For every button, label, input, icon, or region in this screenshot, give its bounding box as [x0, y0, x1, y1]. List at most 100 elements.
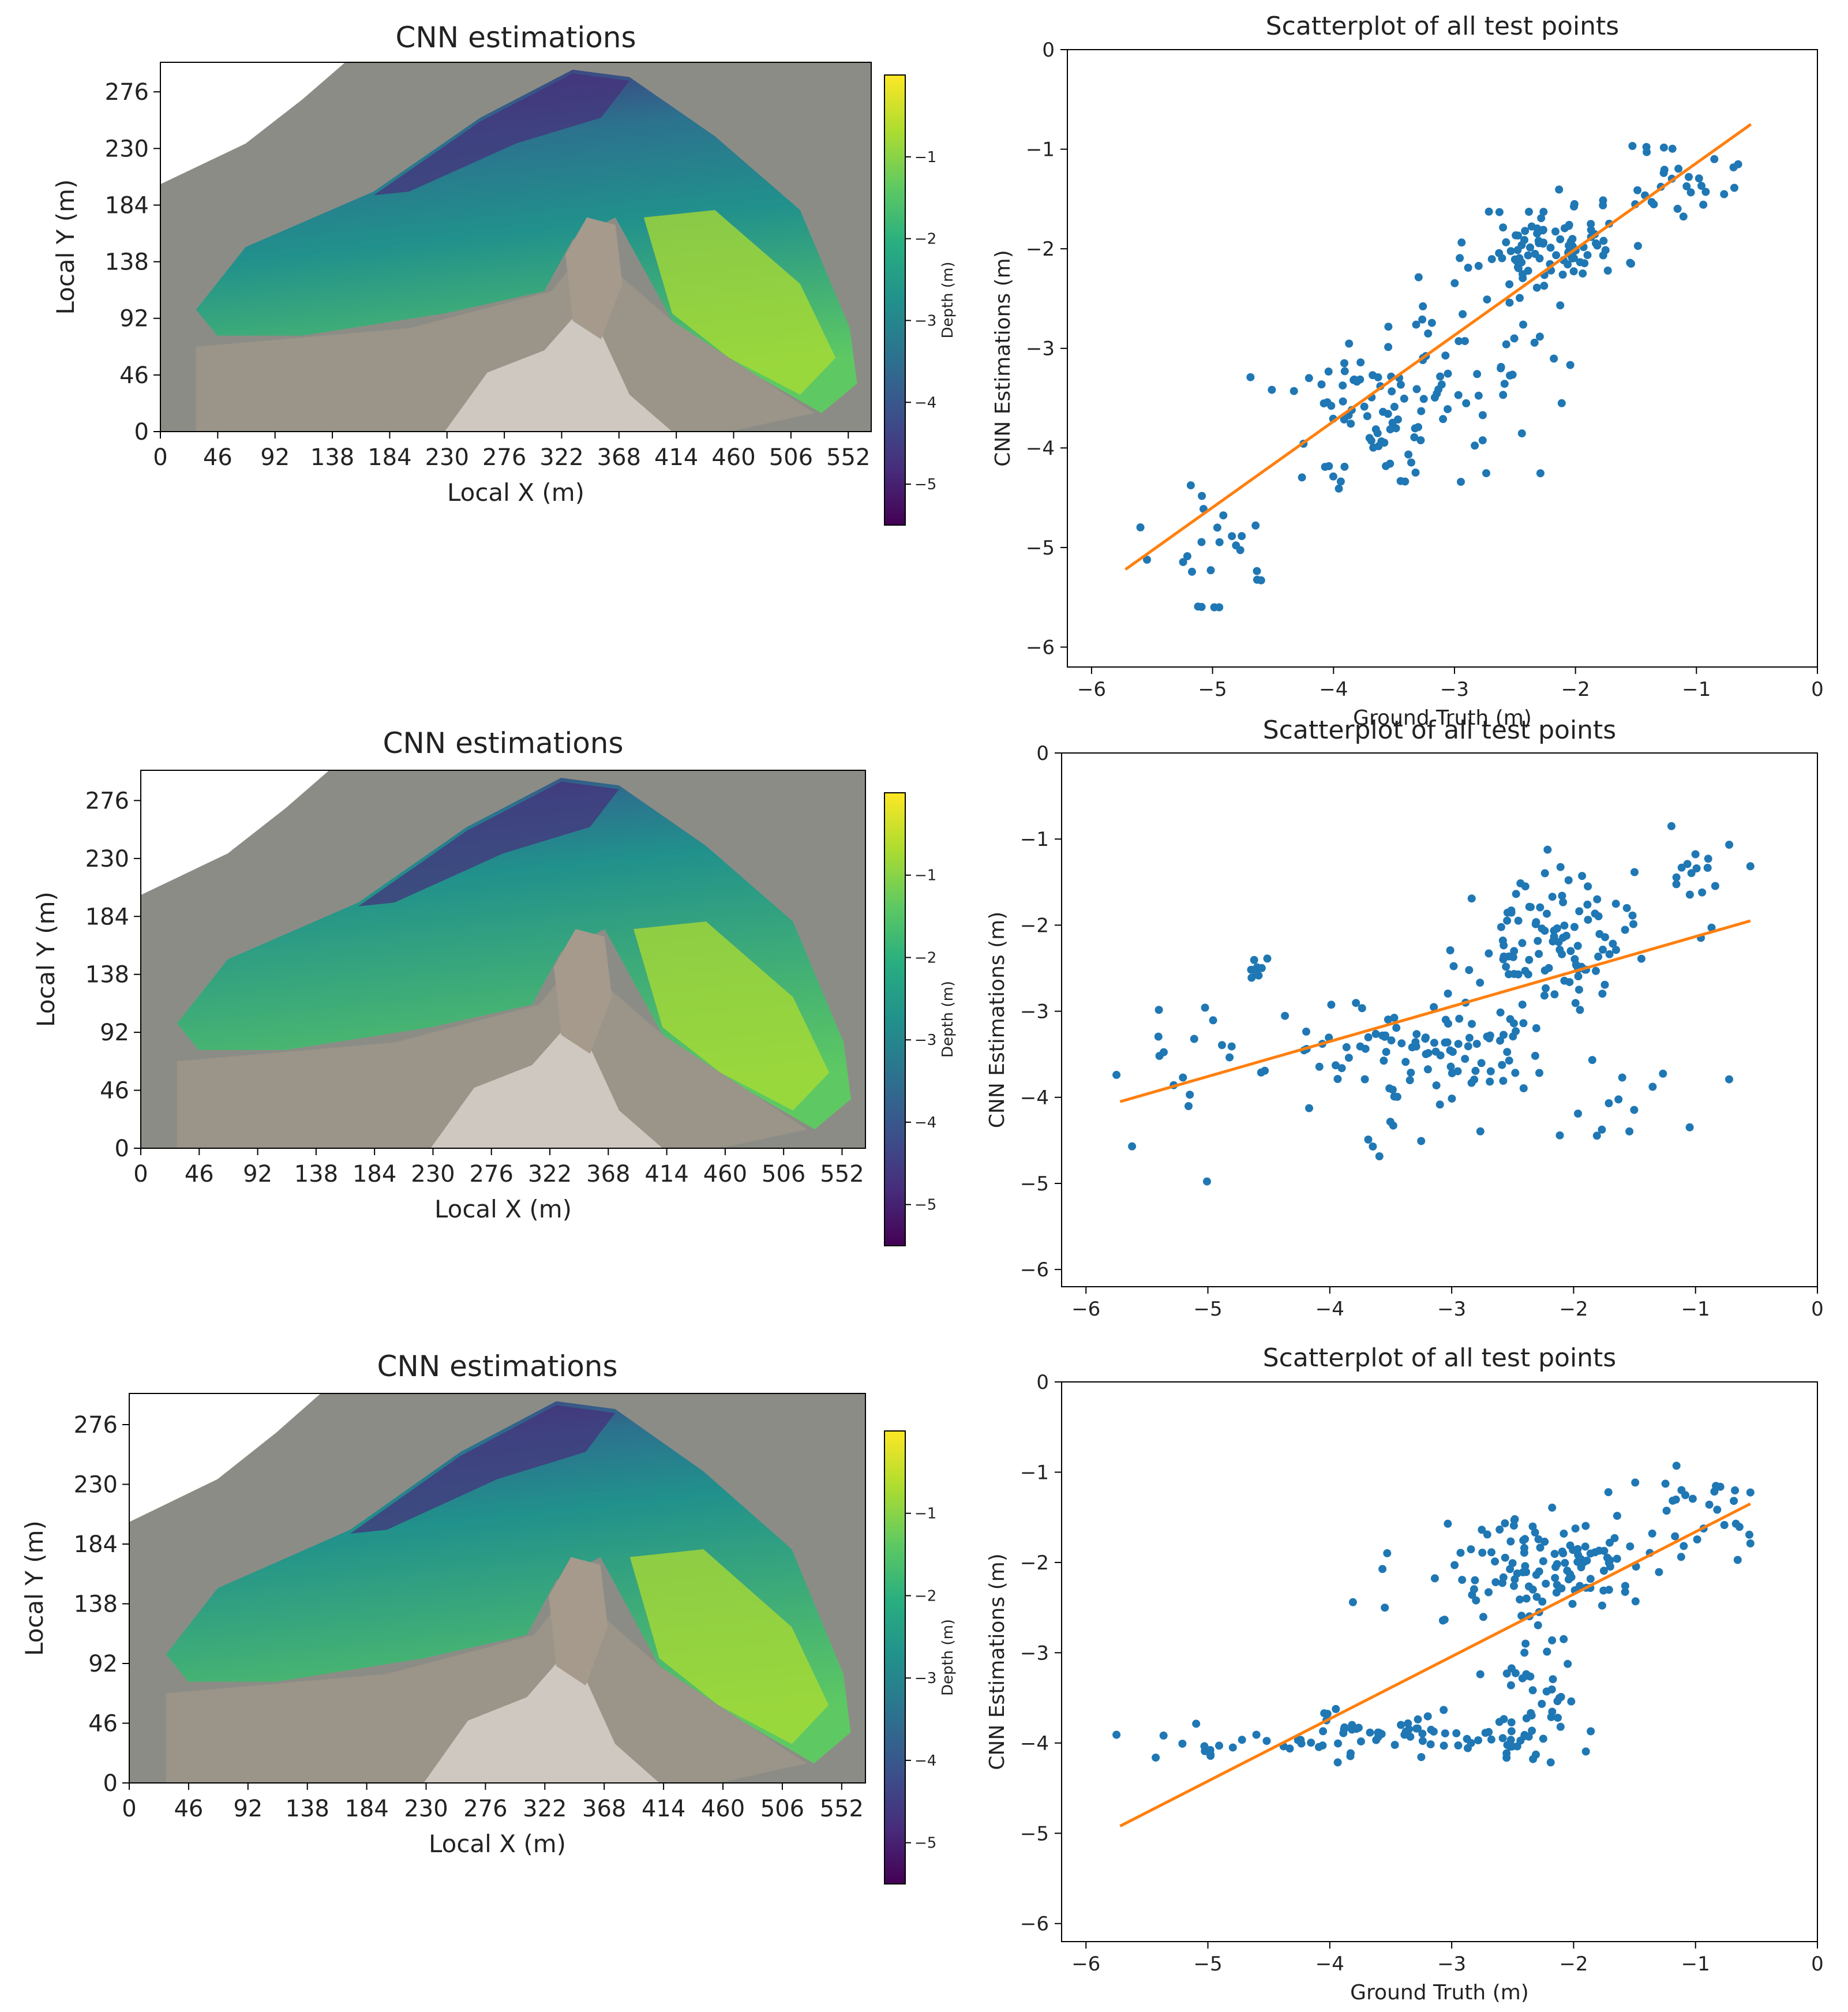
data-point [1491, 1578, 1500, 1587]
data-point [1305, 1104, 1313, 1112]
data-point [1637, 954, 1645, 963]
colorbar-label: Depth (m) [939, 981, 957, 1058]
data-point [1448, 1048, 1457, 1056]
data-point [1531, 250, 1539, 258]
data-point [1551, 227, 1560, 236]
regression-line [1119, 919, 1751, 1103]
data-point [1419, 395, 1428, 403]
data-point [1209, 1016, 1217, 1025]
data-point [1548, 1707, 1557, 1716]
data-point [1419, 302, 1427, 310]
data-point [1621, 1587, 1629, 1596]
data-point [1401, 1058, 1410, 1066]
data-point [1434, 385, 1443, 394]
y-tick-label: −5 [1026, 537, 1055, 560]
data-point [1263, 954, 1272, 963]
data-point [1393, 1092, 1401, 1101]
data-point [1500, 941, 1508, 950]
data-point [1384, 343, 1393, 351]
data-point [1228, 532, 1236, 541]
data-point [1537, 214, 1546, 223]
data-point [1549, 937, 1557, 946]
data-point [1378, 1565, 1387, 1573]
x-tick-label: 460 [701, 1796, 745, 1822]
data-point [1628, 911, 1637, 920]
y-tick-label: −6 [1020, 1913, 1049, 1936]
data-point [1471, 1066, 1480, 1075]
data-point [1474, 261, 1483, 270]
x-tick-label: 184 [368, 444, 411, 471]
data-point [1476, 979, 1485, 987]
scatter-panel: Scatterplot of all test points −6 −5 −4 −3 −2… [985, 1343, 1824, 2004]
x-tick-label: 414 [644, 1161, 688, 1187]
data-point [1514, 916, 1523, 925]
data-point [1336, 477, 1345, 486]
data-point [1576, 1582, 1584, 1590]
data-point [1647, 198, 1656, 207]
data-point [1603, 267, 1612, 275]
rocky-shore [177, 959, 808, 1148]
x-tick-label: −1 [1681, 1298, 1710, 1321]
y-tick-label: 0 [115, 1136, 129, 1162]
data-point [1598, 1125, 1606, 1134]
y-tick-label: −4 [1020, 1732, 1049, 1755]
x-tick-label: 46 [174, 1796, 203, 1822]
data-point [1441, 1729, 1449, 1738]
data-point [1440, 1706, 1448, 1714]
data-point [1382, 462, 1390, 470]
data-point [1534, 936, 1542, 945]
y-axis-label: CNN Estimations (m) [985, 912, 1009, 1129]
y-axis-label: Local Y (m) [32, 891, 60, 1027]
data-point [1534, 1621, 1542, 1629]
data-point [1551, 1563, 1560, 1571]
data-point [1369, 1142, 1377, 1151]
data-point [1555, 946, 1564, 954]
data-point [1159, 1731, 1168, 1740]
data-point [1440, 1741, 1448, 1750]
colorbar-tick-label: −3 [914, 1670, 936, 1687]
y-tick-label: 230 [85, 846, 129, 872]
x-tick-label: 0 [1811, 678, 1824, 701]
data-point [1583, 251, 1592, 260]
data-point [1527, 222, 1536, 231]
data-point [1203, 1177, 1211, 1186]
data-point [1390, 1013, 1399, 1022]
y-tick-label: −1 [1020, 828, 1049, 851]
data-point [1327, 1001, 1336, 1009]
data-point [1262, 1737, 1271, 1745]
data-point [1679, 212, 1688, 221]
data-point [1509, 1019, 1518, 1028]
data-point [1418, 1729, 1427, 1738]
data-point [1178, 1740, 1187, 1748]
data-point [1505, 280, 1514, 289]
data-point [1502, 962, 1510, 971]
data-point [1192, 1719, 1201, 1728]
data-point [1569, 1546, 1577, 1554]
data-point [1483, 295, 1491, 304]
data-point [1598, 1601, 1606, 1610]
x-tick-label: −5 [1193, 1298, 1222, 1321]
data-point [1559, 898, 1568, 906]
data-point [1417, 407, 1426, 415]
data-point [1540, 282, 1549, 290]
sand-area [141, 770, 329, 896]
data-point [1508, 1559, 1517, 1568]
data-point [1477, 1059, 1486, 1067]
data-point [1383, 1549, 1392, 1557]
y-tick-label: −2 [1020, 914, 1049, 937]
data-point [1520, 1648, 1529, 1657]
data-point [1564, 876, 1573, 885]
data-point [1562, 931, 1570, 940]
data-point [1468, 1020, 1476, 1028]
y-axis-label: CNN Estimations (m) [991, 250, 1015, 467]
data-point [1414, 1715, 1422, 1723]
data-point [1629, 920, 1637, 928]
data-point [1578, 872, 1587, 881]
data-point [1712, 1482, 1720, 1490]
data-point [1478, 411, 1487, 419]
data-point [1530, 338, 1539, 347]
data-point [1618, 1073, 1626, 1082]
data-point [1564, 1659, 1572, 1668]
data-point [1567, 1697, 1576, 1706]
data-point [1543, 845, 1552, 854]
